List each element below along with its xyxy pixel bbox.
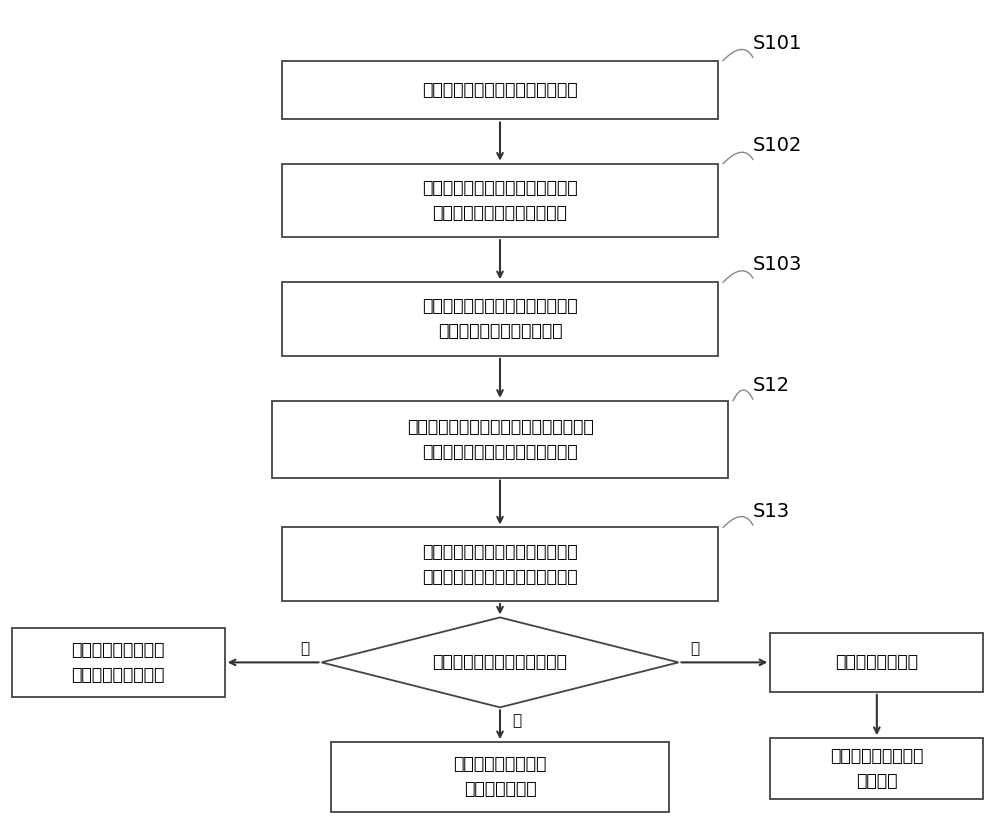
Text: 将维修需求推送到维
修工程师客户端: 将维修需求推送到维 修工程师客户端 — [453, 755, 547, 799]
Text: 是: 是 — [690, 641, 700, 656]
FancyBboxPatch shape — [272, 401, 728, 477]
Text: 通过云服务器在网络
上发布相关维修需求: 通过云服务器在网络 上发布相关维修需求 — [72, 641, 165, 684]
Text: 通过设定数据的字段对读取的数据进行整
理，向云服务器上传整理后的数据: 通过设定数据的字段对读取的数据进行整 理，向云服务器上传整理后的数据 — [407, 418, 593, 461]
FancyBboxPatch shape — [770, 738, 983, 800]
Text: 否: 否 — [512, 713, 521, 729]
Text: 本厂维修人员是否能够维修？: 本厂维修人员是否能够维修？ — [433, 653, 567, 672]
Text: S13: S13 — [753, 502, 790, 521]
FancyBboxPatch shape — [12, 628, 225, 697]
Text: 采集端向云服务器读取数据，识别
数控设备类型和通信接口类型: 采集端向云服务器读取数据，识别 数控设备类型和通信接口类型 — [422, 179, 578, 222]
FancyBboxPatch shape — [331, 742, 669, 812]
Text: 获取历史维护信息: 获取历史维护信息 — [835, 653, 918, 672]
Text: S103: S103 — [753, 255, 802, 274]
FancyBboxPatch shape — [282, 528, 718, 601]
Text: S102: S102 — [753, 136, 802, 155]
Text: 上传本次维修信息到
云服务器: 上传本次维修信息到 云服务器 — [830, 748, 924, 790]
Text: S12: S12 — [753, 376, 790, 395]
FancyBboxPatch shape — [282, 282, 718, 356]
Text: 根据读取的数据判断是否有故障发
生，当判断有故障发生时进行报警: 根据读取的数据判断是否有故障发 生，当判断有故障发生时进行报警 — [422, 543, 578, 586]
Text: 将数控设备基础信息录入云服务器: 将数控设备基础信息录入云服务器 — [422, 81, 578, 99]
Polygon shape — [322, 617, 678, 707]
FancyBboxPatch shape — [770, 633, 983, 692]
Text: 否: 否 — [300, 641, 310, 656]
Text: 采集端从云服务器下载数据读取程
序，读取数控设备运行数据: 采集端从云服务器下载数据读取程 序，读取数控设备运行数据 — [422, 297, 578, 340]
FancyBboxPatch shape — [282, 164, 718, 237]
Text: S101: S101 — [753, 34, 802, 53]
FancyBboxPatch shape — [282, 60, 718, 120]
